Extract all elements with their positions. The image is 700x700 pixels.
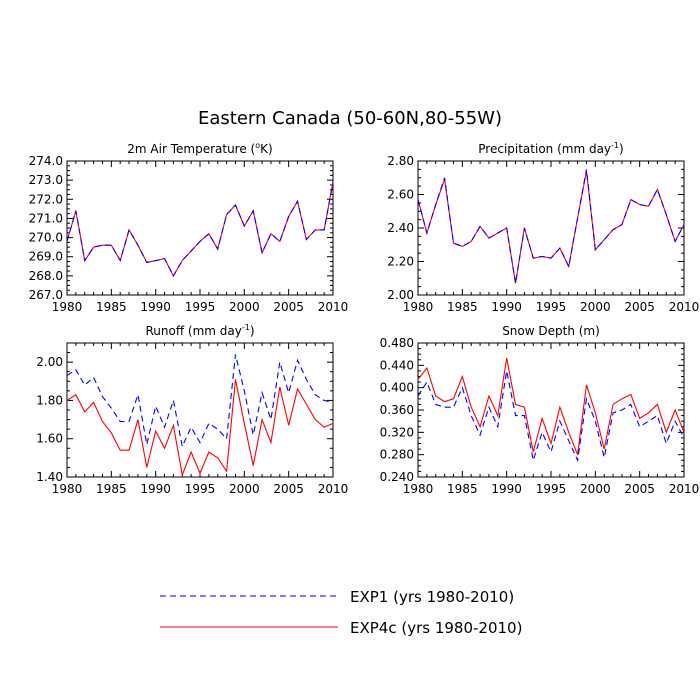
runoff-ytick-label: 2.00 [36,355,63,369]
snow-depth-ytick-label: 0.400 [380,381,414,395]
runoff-series-exp1 [66,354,334,449]
legend-label-exp1: EXP1 (yrs 1980-2010) [350,588,514,606]
precipitation-ytick-label: 2.40 [387,221,414,235]
precipitation-ytick-label: 2.80 [387,154,414,168]
runoff-ytick-label: 1.80 [36,393,63,407]
air-temperature-ytick-label: 272.0 [29,192,63,206]
precipitation-xtick-label: 1985 [447,300,478,314]
air-temperature-ytick-label: 270.0 [29,231,63,245]
air-temperature-xtick-label: 1990 [140,300,171,314]
runoff-xtick-label: 1990 [140,482,171,496]
runoff-xtick-label: 2010 [318,482,349,496]
snow-depth-xtick-label: 2005 [624,482,655,496]
runoff-series-exp4c [66,379,334,478]
figure-title: Eastern Canada (50-60N,80-55W) [198,108,502,129]
precipitation-series-exp1 [417,169,685,284]
snow-depth-xtick-label: 1995 [536,482,567,496]
precipitation-xtick-label: 1980 [403,300,434,314]
legend-label-exp4c: EXP4c (yrs 1980-2010) [350,619,522,637]
air-temperature-title: 2m Air Temperature (oK) [127,141,272,156]
precipitation-ytick-label: 2.20 [387,255,414,269]
panel-runoff: Runoff (mm day-1) 1980 1985 1990 1995 2000 200… [36,323,348,496]
snow-depth-ytick-label: 0.240 [380,470,414,484]
snow-depth-ytick-label: 0.480 [380,336,414,350]
runoff-xtick-label: 2005 [273,482,304,496]
air-temperature-xtick-label: 2005 [273,300,304,314]
snow-depth-xtick-label: 2000 [580,482,611,496]
precipitation-xtick-label: 2010 [669,300,700,314]
air-temperature-ytick-label: 269.0 [29,250,63,264]
air-temperature-ytick-label: 271.0 [29,211,63,225]
precipitation-xtick-label: 1995 [536,300,567,314]
precipitation-xtick-label: 1990 [491,300,522,314]
snow-depth-xtick-label: 1985 [447,482,478,496]
precipitation-ytick-label: 2.60 [387,188,414,202]
runoff-xtick-label: 1985 [96,482,127,496]
snow-depth-ytick-label: 0.320 [380,425,414,439]
air-temperature-ytick-label: 274.0 [29,154,63,168]
precipitation-plot-frame [417,160,685,296]
air-temperature-ytick-label: 268.0 [29,269,63,283]
air-temperature-plot-frame [66,160,334,296]
runoff-xtick-label: 1995 [185,482,216,496]
runoff-ytick-label: 1.40 [36,470,63,484]
snow-depth-ytick-label: 0.440 [380,358,414,372]
snow-depth-ytick-label: 0.360 [380,403,414,417]
snow-depth-series-exp4c [417,357,685,455]
air-temperature-ytick-label: 267.0 [29,288,63,302]
precipitation-xtick-label: 2005 [624,300,655,314]
snow-depth-title: Snow Depth (m) [502,324,600,338]
snow-depth-ytick-label: 0.280 [380,448,414,462]
snow-depth-xtick-label: 1980 [403,482,434,496]
legend: EXP1 (yrs 1980-2010) EXP4c (yrs 1980-201… [160,588,522,637]
air-temperature-xtick-label: 1985 [96,300,127,314]
panel-precipitation: Precipitation (mm day-1) 1980 1985 1990 1995… [387,141,699,314]
panel-air-temperature: 2m Air Temperature (oK) 1980 1985 1990 1995 2… [29,141,349,314]
runoff-xtick-label: 1980 [52,482,83,496]
precipitation-xtick-label: 2000 [580,300,611,314]
panel-snow-depth: Snow Depth (m) 1980 1985 1990 1995 2000 2005 20… [380,324,700,496]
runoff-xtick-label: 2000 [229,482,260,496]
snow-depth-plot-frame [417,342,685,478]
runoff-plot-frame [66,342,334,478]
precipitation-series-exp4c [417,170,685,284]
precipitation-ytick-label: 2.00 [387,288,414,302]
air-temperature-ytick-label: 273.0 [29,173,63,187]
air-temperature-series-exp4c [66,181,334,278]
air-temperature-series-exp1 [66,181,334,278]
runoff-ytick-label: 1.60 [36,432,63,446]
snow-depth-xtick-label: 1990 [491,482,522,496]
air-temperature-xtick-label: 2000 [229,300,260,314]
runoff-title: Runoff (mm day-1) [145,323,254,338]
air-temperature-xtick-label: 1995 [185,300,216,314]
air-temperature-xtick-label: 2010 [318,300,349,314]
precipitation-title: Precipitation (mm day-1) [478,141,623,156]
snow-depth-series-exp1 [417,370,685,463]
snow-depth-xtick-label: 2010 [669,482,700,496]
air-temperature-xtick-label: 1980 [52,300,83,314]
